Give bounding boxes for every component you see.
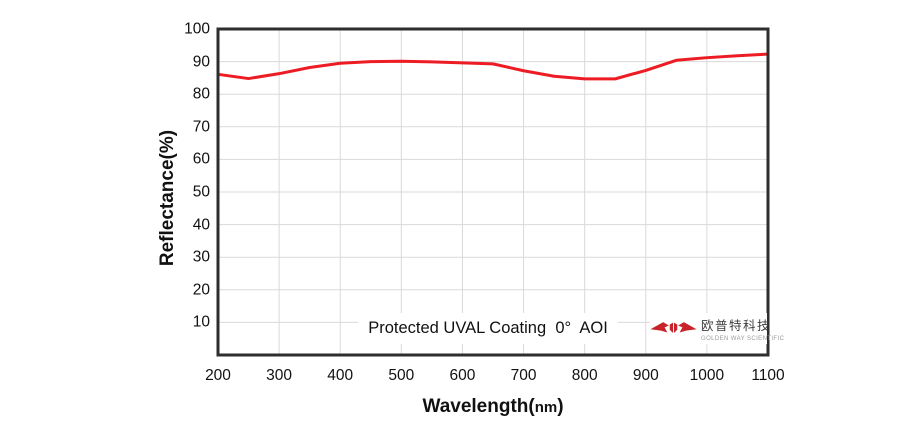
y-tick-label: 100 <box>184 20 210 38</box>
x-tick-label: 700 <box>510 367 537 384</box>
x-tick-label: 1000 <box>689 367 725 384</box>
y-tick-label: 70 <box>192 118 210 136</box>
company-logo-icon <box>650 321 697 333</box>
y-tick-label: 90 <box>192 52 210 70</box>
x-tick-label: 300 <box>266 367 293 384</box>
x-tick-label: 1100 <box>751 367 785 384</box>
y-tick-label: 10 <box>192 313 210 331</box>
logo-name-cn: 欧普特科技 <box>701 319 772 333</box>
x-tick-label: 800 <box>571 367 598 384</box>
x-axis-title-unit: nm <box>534 399 558 416</box>
x-axis-title-main: Wavelength( <box>422 396 535 417</box>
y-axis-title: Reflectance(%) <box>157 129 178 267</box>
y-tick-label: 40 <box>192 215 210 233</box>
plot-border <box>216 27 770 357</box>
y-tick-label: 30 <box>192 248 210 266</box>
company-logo-text: 欧普特科技 GOLDEN WAY SCIENTIFIC <box>701 315 784 342</box>
logo-right-prong <box>673 322 678 333</box>
y-tick-label: 20 <box>192 281 210 299</box>
y-tick-label: 80 <box>192 85 210 103</box>
x-axis-title-close: ) <box>557 396 564 417</box>
x-tick-label: 600 <box>449 367 476 384</box>
reflectance-curve <box>216 52 770 81</box>
chart-title-annotation: Protected UVAL Coating 0° AOI <box>358 313 618 344</box>
x-tick-label: 900 <box>632 367 659 384</box>
y-tick-label: 50 <box>192 183 210 201</box>
gridlines <box>218 29 768 355</box>
logo-right-wing <box>678 321 697 333</box>
x-axis-title: Wavelength(nm) <box>422 396 563 418</box>
x-tick-label: 200 <box>205 367 231 384</box>
logo-name-en: GOLDEN WAY SCIENTIFIC <box>701 336 785 342</box>
watermark-logo-icon <box>443 237 761 312</box>
logo-left-wing <box>650 321 669 333</box>
logo-left-prong <box>669 322 674 333</box>
y-tick-label: 60 <box>192 150 210 168</box>
x-tick-label: 400 <box>327 367 354 384</box>
company-logo: 欧普特科技 GOLDEN WAY SCIENTIFIC <box>650 313 784 344</box>
x-tick-label: 500 <box>388 367 415 384</box>
